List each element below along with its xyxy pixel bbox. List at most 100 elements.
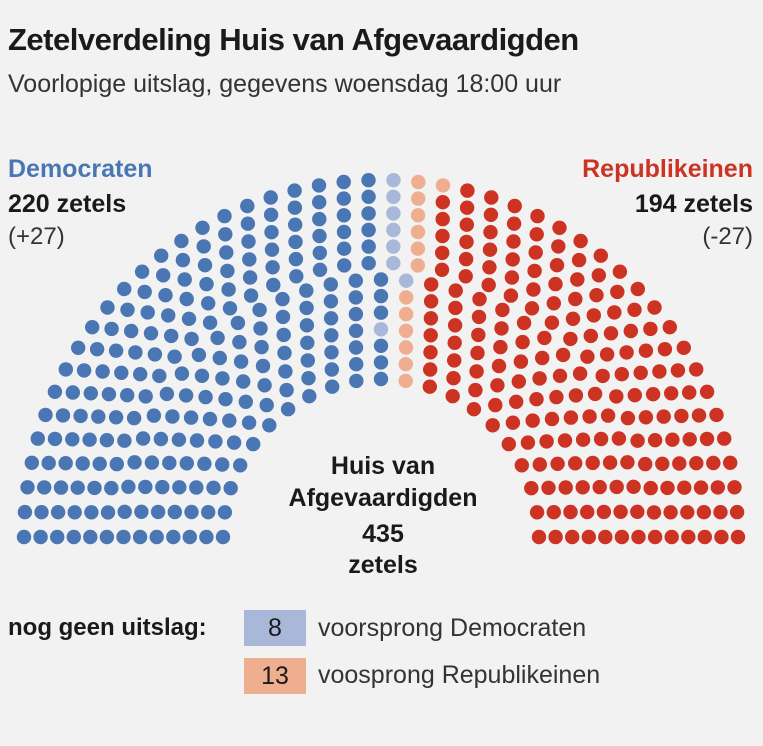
seat-dot [253,321,268,336]
seat-dot [179,291,194,307]
seat-dot [537,330,552,346]
seat-dot [117,281,132,297]
seat-dot [287,183,302,198]
seat-dot [459,200,475,215]
seat-dot [696,505,712,520]
seat-dot [134,264,150,279]
seat-dot [126,410,142,426]
seat-dot [95,364,110,379]
seat-dot [527,263,542,279]
seat-dot [323,294,339,309]
seat-dot [515,334,530,350]
seat-dot [592,479,607,495]
seat-dot [149,529,164,545]
seat-dot [511,374,526,389]
chart-subtitle: Voorlopige uitslag, gegevens woensdag 18… [8,70,562,98]
seat-dot [643,321,658,337]
seat-dot [581,529,596,545]
seat-dot [299,283,314,298]
seat-dot [571,252,587,268]
seat-dot [528,245,543,260]
seat-dot [582,409,597,424]
seat-dot [435,228,450,244]
seat-dot [398,306,414,322]
seat-dot [288,217,303,232]
seat-dot [386,206,401,221]
seat-dot [546,505,561,520]
seat-dot [66,529,82,545]
seat-dot [386,173,401,188]
seat-dot [104,321,119,337]
seat-dot [300,335,315,350]
seat-dot [647,529,663,545]
seat-dot [503,288,519,303]
seat-dot [215,457,230,472]
seat-dot [483,207,499,222]
seat-dot [199,529,214,545]
legend-rep-lead-count: 13 [244,658,306,694]
seat-dot [336,241,352,256]
seat-dot [147,347,163,362]
seat-dot [717,431,732,446]
seat-dot [570,272,585,287]
seat-dot [630,504,645,519]
seat-dot [230,315,246,331]
seat-dot [336,174,351,190]
seat-dot [348,306,364,322]
seat-dot [241,234,256,249]
seat-dot [627,302,642,317]
seat-dot [410,241,426,256]
seat-dot [638,410,654,425]
seat-dot [699,431,715,447]
seat-dot [505,415,521,430]
seat-dot [138,479,153,495]
seat-dot [647,433,663,448]
seat-dot [240,198,255,214]
seat-dot [674,408,689,424]
seat-dot [609,479,624,495]
seat-dot [485,418,500,433]
seat-dot [166,529,181,545]
legend-title: nog geen uitslag: [8,614,207,641]
seat-dot [127,455,142,470]
seat-dot [548,529,563,545]
seat-dot [699,384,715,399]
seat-dot [532,457,547,472]
seat-dot [638,343,654,358]
seat-dot [627,388,642,403]
seat-dot [233,354,249,369]
seat-dot [361,239,376,254]
seat-dot [595,368,610,384]
seat-dot [398,323,414,338]
seat-dot [493,339,508,355]
seat-dot [602,455,618,470]
seat-dot [348,290,363,305]
seat-dot [299,318,315,333]
seat-dot [532,371,547,386]
seat-dot [76,363,92,378]
seat-dot [647,300,662,315]
seat-dot [85,320,100,335]
seat-dot [164,328,179,344]
seat-dot [153,431,169,447]
seat-dot [411,174,426,190]
seat-dot [83,529,98,545]
seat-dot [373,355,389,370]
seat-dot [20,480,35,495]
seat-dot [568,456,583,471]
seat-dot [514,458,529,473]
seat-dot [17,504,33,520]
seat-dot [263,190,278,205]
seat-dot [619,345,634,360]
seat-dot [361,173,376,188]
seat-dot [548,276,563,292]
seat-dot [596,504,612,520]
seat-dot [144,455,160,470]
seat-dot [646,505,662,520]
seat-dot [167,504,182,520]
seat-dot [652,364,667,379]
seat-dot [531,529,547,545]
seat-dot [448,283,463,298]
seat-dot [65,385,81,400]
seat-dot [693,480,709,495]
